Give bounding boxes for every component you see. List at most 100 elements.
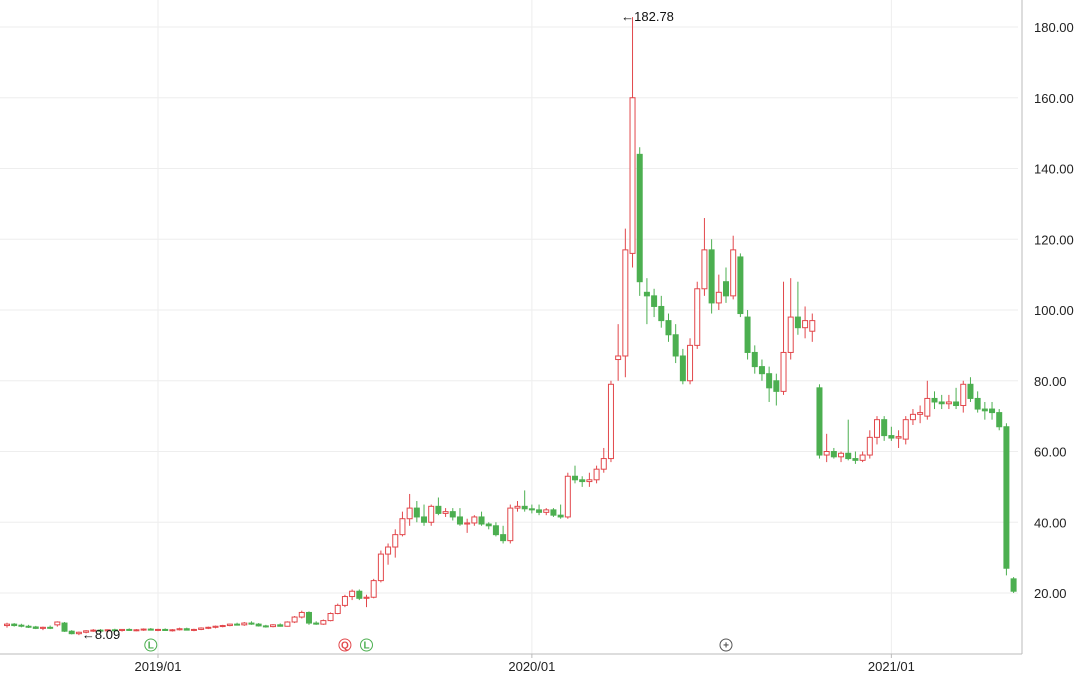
candle-body [888, 435, 895, 439]
candle [126, 628, 133, 631]
candle-body [780, 351, 787, 392]
event-marker: L [144, 638, 158, 652]
y-tick-label: 120.00 [1034, 232, 1074, 247]
candle-body [960, 383, 967, 407]
candle-body [485, 523, 492, 527]
candle [190, 628, 197, 632]
candle [119, 628, 126, 632]
event-marker-circle [719, 638, 733, 652]
candle [241, 622, 248, 626]
candle-body [1010, 578, 1017, 592]
candle [234, 622, 241, 626]
candle [255, 623, 262, 627]
candle-body [679, 355, 686, 382]
candle [730, 235, 737, 300]
event-marker-circle [360, 638, 373, 652]
candle-body [751, 351, 758, 368]
candle-body [895, 436, 902, 439]
candle-body [536, 509, 543, 513]
candle [133, 629, 140, 632]
y-tick-label: 140.00 [1034, 162, 1074, 177]
candle-body [665, 320, 672, 336]
candle-body [305, 611, 312, 624]
candle-body [845, 452, 852, 460]
candle [1003, 423, 1010, 576]
candle-body [651, 295, 658, 307]
candle-body [830, 451, 837, 458]
candle-body [291, 616, 298, 623]
candle-body [133, 629, 140, 632]
candle-body [737, 256, 744, 315]
candle [773, 373, 780, 406]
candle [97, 629, 104, 632]
candle [485, 522, 492, 530]
candle-body [75, 631, 82, 635]
candle-body [370, 580, 377, 598]
candle-body [802, 320, 809, 329]
candle [500, 525, 507, 544]
candle [593, 465, 600, 484]
candle-body [39, 626, 46, 629]
event-marker-label: L [148, 641, 154, 652]
candle [687, 338, 694, 385]
candle [492, 522, 499, 537]
candle-body [507, 507, 514, 542]
candle-body [356, 590, 363, 599]
candle [600, 447, 607, 473]
candle [945, 394, 952, 410]
candle-body [119, 628, 126, 631]
candle-body [147, 628, 154, 631]
candle-body [866, 436, 873, 456]
candle [1010, 577, 1017, 593]
candle-body [967, 383, 974, 399]
candle-body [1003, 426, 1010, 569]
candle [665, 313, 672, 342]
candle [83, 630, 90, 634]
price-annotation: ←182.78 [621, 9, 674, 24]
candle [852, 451, 859, 464]
candle-body [248, 622, 255, 625]
candle [651, 288, 658, 318]
candle [284, 621, 291, 627]
candle-body [492, 525, 499, 536]
candle-body [902, 419, 909, 440]
candle [356, 589, 363, 601]
candle-body [528, 508, 535, 511]
candle-body [938, 401, 945, 405]
candle-body [514, 505, 521, 509]
candle-body [787, 316, 794, 353]
candle-body [730, 249, 737, 297]
candle-body [277, 624, 284, 627]
candle [917, 405, 924, 424]
candle-body [852, 458, 859, 461]
candle [866, 430, 873, 459]
candle-body [442, 511, 449, 514]
event-marker: L [360, 638, 373, 652]
candle-body [219, 625, 226, 628]
candle-body [500, 534, 507, 542]
candle-body [615, 355, 622, 361]
candle [989, 401, 996, 420]
candle [47, 625, 54, 630]
candle-body [723, 281, 729, 297]
candle [471, 515, 478, 526]
candle-body [974, 397, 981, 410]
event-marker: + [719, 638, 733, 652]
candle [4, 622, 10, 628]
candle [658, 295, 665, 328]
candle-body [4, 623, 10, 627]
candle [320, 619, 327, 625]
candle [715, 274, 722, 310]
y-tick-label: 180.00 [1034, 20, 1074, 35]
candle-body [579, 479, 586, 483]
candle-body [945, 401, 952, 405]
candle [456, 508, 463, 526]
candle [758, 359, 765, 381]
candle-body [313, 622, 320, 625]
candle [54, 621, 61, 627]
candle [536, 504, 543, 516]
candle [564, 472, 571, 519]
candle [579, 476, 586, 487]
candle-body [183, 628, 190, 631]
